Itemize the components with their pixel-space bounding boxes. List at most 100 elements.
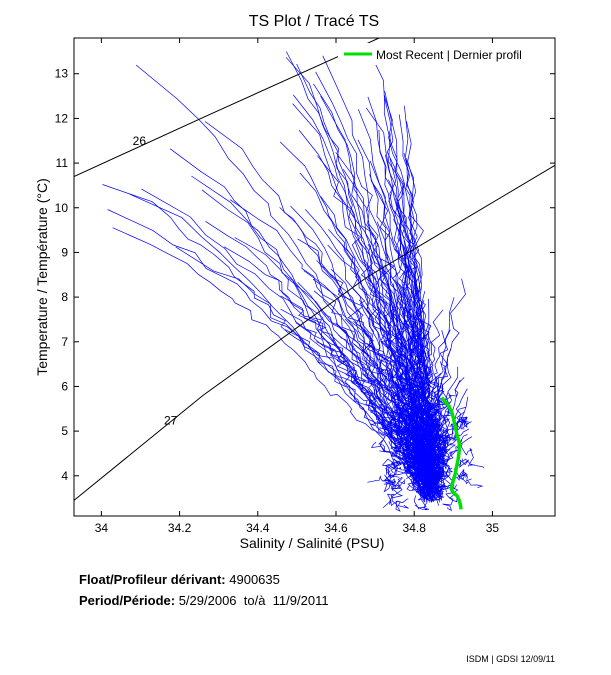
float-id: 4900635	[229, 572, 280, 587]
cluster-trace	[434, 419, 440, 448]
cluster-trace	[403, 449, 429, 467]
cluster-trace	[390, 458, 401, 474]
cluster-trace	[393, 446, 415, 459]
historical-profile	[433, 278, 466, 494]
historical-profile	[204, 121, 442, 498]
y-tick-label: 12	[55, 111, 69, 125]
cluster-trace	[460, 443, 474, 467]
x-tick-label: 34	[95, 521, 109, 535]
plot-area: 26 27	[74, 38, 555, 512]
cluster-trace	[383, 473, 395, 486]
historical-profile	[191, 175, 423, 496]
cluster-trace	[385, 464, 397, 479]
cluster-trace	[426, 423, 439, 441]
cluster-trace	[420, 428, 437, 441]
cluster-trace	[395, 462, 414, 475]
historical-profile	[201, 189, 425, 500]
cluster-trace	[367, 475, 389, 483]
deep-water-cluster	[367, 404, 484, 512]
y-tick-label: 5	[61, 424, 68, 438]
historical-profile	[107, 209, 430, 477]
cluster-trace	[389, 422, 417, 436]
cluster-trace	[406, 443, 426, 469]
cluster-trace	[429, 479, 448, 493]
cluster-trace	[396, 404, 406, 436]
cluster-trace	[439, 482, 454, 493]
y-tick-label: 11	[56, 156, 69, 170]
cluster-trace	[406, 479, 425, 492]
chart-title: TS Plot / Tracé TS	[249, 13, 379, 30]
x-tick-label: 35	[486, 521, 500, 535]
y-tick-label: 6	[61, 379, 68, 393]
cluster-trace	[390, 480, 405, 499]
cluster-trace	[370, 421, 393, 436]
density-contour-26	[74, 38, 380, 177]
period-info-row: Period/Période: 5/29/2006 to/à 11/9/2011	[79, 593, 329, 608]
plot-frame	[73, 37, 556, 517]
float-label: Float/Profileur dérivant:	[79, 572, 226, 587]
historical-profiles	[102, 51, 472, 503]
cluster-trace	[395, 407, 405, 419]
cluster-trace	[420, 439, 436, 470]
x-tick-label: 34.8	[403, 521, 427, 535]
historical-profile	[337, 239, 422, 495]
cluster-trace	[395, 409, 408, 429]
legend-label-most-recent: Most Recent | Dernier profil	[376, 48, 522, 62]
y-tick-label: 13	[55, 67, 69, 81]
plot-clip-group	[74, 38, 555, 512]
historical-profile	[365, 107, 440, 478]
historical-profile	[102, 184, 434, 499]
cluster-trace	[462, 458, 484, 469]
cluster-trace	[426, 435, 449, 446]
cluster-trace	[442, 478, 458, 490]
cluster-trace	[388, 441, 401, 457]
density-contour-label: 26	[133, 134, 147, 148]
cluster-trace	[406, 472, 421, 490]
period-value: 5/29/2006 to/à 11/9/2011	[178, 593, 329, 608]
cluster-trace	[435, 421, 448, 440]
axes: 34 34.2 34.4 34.6 34.8 35 4 5 6 7 8 9 10 11 12 13	[55, 38, 555, 535]
y-axis-label: Temperature / Température (°C)	[34, 178, 50, 376]
cluster-trace	[420, 486, 437, 501]
cluster-trace	[436, 452, 447, 470]
cluster-trace	[407, 408, 415, 422]
cluster-trace	[417, 494, 428, 508]
y-tick-label: 4	[61, 469, 68, 483]
legend-box	[338, 43, 550, 65]
x-tick-label: 34.2	[168, 521, 192, 535]
density-contour-label: 27	[164, 413, 178, 427]
historical-profile	[398, 114, 428, 483]
cluster-trace	[391, 496, 409, 512]
cluster-trace	[381, 458, 401, 475]
cluster-trace	[400, 439, 418, 449]
cluster-trace	[437, 410, 450, 424]
footer-credit: ISDM | GDSI 12/09/11	[466, 654, 555, 664]
x-axis-label: Salinity / Salinité (PSU)	[240, 535, 385, 551]
historical-profile	[367, 96, 435, 486]
historical-profile	[112, 227, 430, 494]
cluster-trace	[458, 469, 468, 478]
historical-profile	[223, 246, 423, 479]
x-tick-label: 34.6	[324, 521, 348, 535]
cluster-trace	[415, 486, 429, 494]
most-recent-profile-line	[440, 396, 463, 510]
historical-profile	[369, 160, 443, 501]
legend: Most Recent | Dernier profil	[338, 43, 550, 65]
cluster-trace	[423, 467, 439, 476]
cluster-trace	[413, 445, 423, 463]
cluster-trace	[413, 495, 430, 511]
float-info-row: Float/Profileur dérivant: 4900635	[79, 572, 280, 587]
cluster-trace	[434, 436, 447, 447]
y-tick-label: 10	[55, 201, 69, 215]
cluster-trace	[423, 468, 441, 482]
cluster-trace	[418, 437, 442, 456]
cluster-trace	[384, 455, 409, 469]
cluster-trace	[414, 443, 432, 465]
density-contours	[74, 38, 555, 501]
cluster-trace	[456, 473, 472, 482]
cluster-trace	[370, 440, 385, 453]
historical-profile	[169, 148, 423, 489]
cluster-trace	[442, 492, 457, 511]
density-contour-27	[74, 164, 555, 501]
